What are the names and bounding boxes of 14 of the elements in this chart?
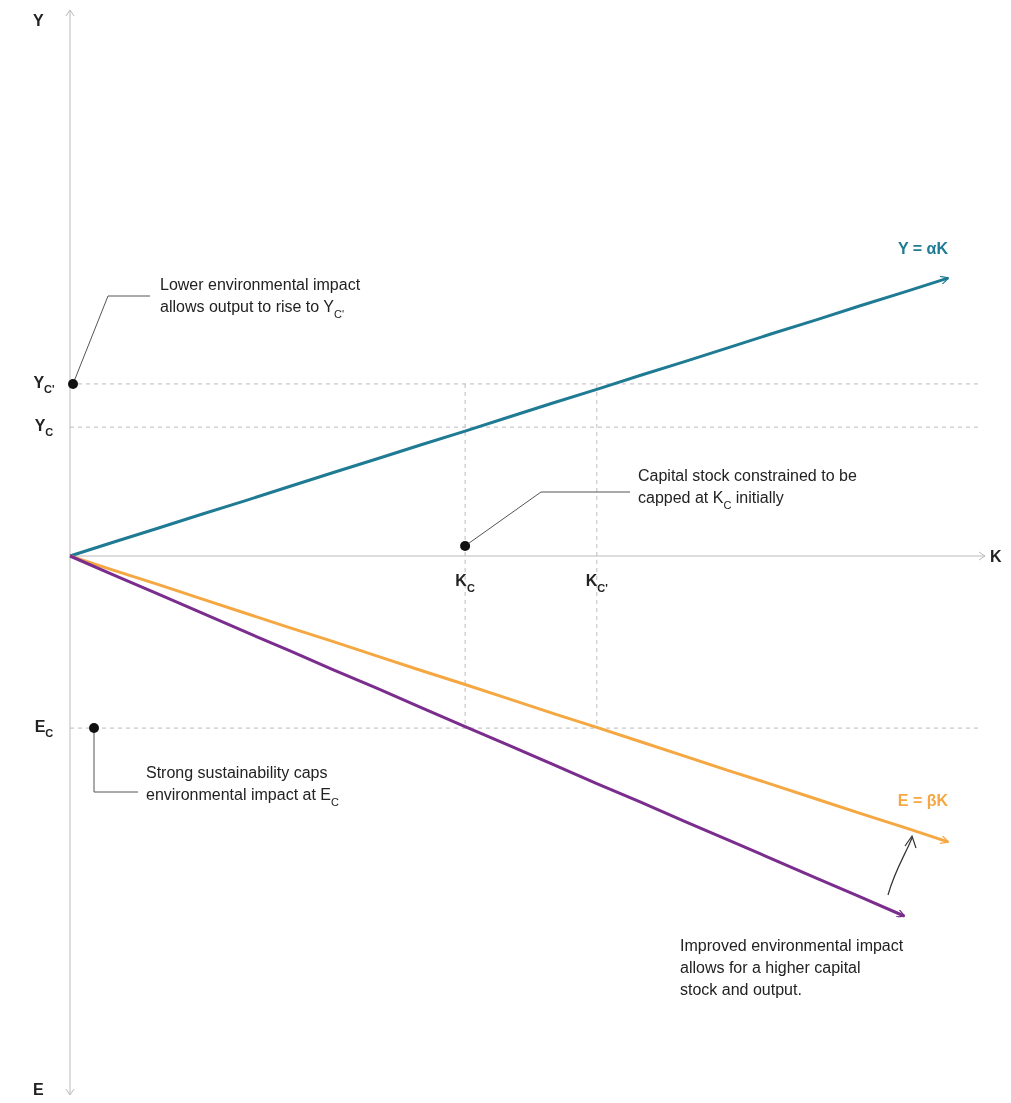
- series-label: E = βK: [897, 791, 949, 809]
- x-tick-label: K$_{C'}$: [585, 572, 609, 594]
- text: Y: [33, 12, 44, 29]
- x-tick-label: K$_{C}$: [455, 572, 475, 594]
- ref-line-label: Y$_{C'}$: [33, 374, 55, 395]
- annotation: Capital stock constrained to be capped at K$_{C}$ initially: [638, 467, 857, 511]
- annotation: Strong sustainability caps environmental impact at E$_{C}$: [146, 764, 339, 808]
- x-axis-title: K: [990, 548, 1002, 565]
- ref-line-label: Y$_{C}$: [34, 417, 54, 439]
- text: Improved environmental impact allows for a higher capital stock and output.: [680, 937, 904, 998]
- ref-line-label: E$_{C}$: [34, 718, 54, 739]
- text: E: [33, 1081, 44, 1098]
- series-label: Y = αK: [897, 240, 949, 258]
- annotation: Lower environmental impact allows output to rise to Y$_{C'}$: [160, 276, 361, 320]
